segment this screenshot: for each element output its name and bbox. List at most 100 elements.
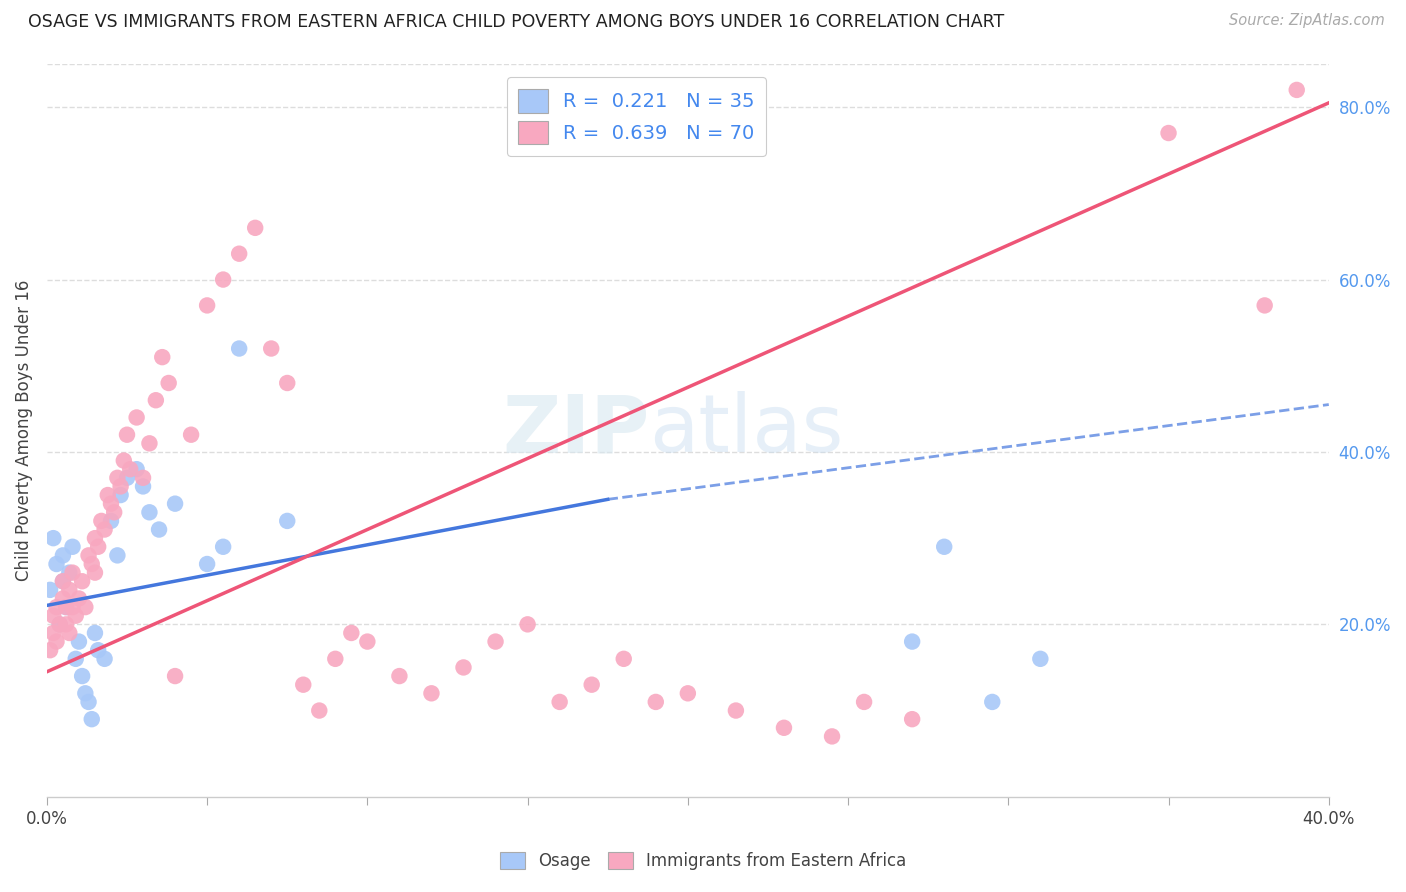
Point	[80, 557, 103, 571]
Y-axis label: Child Poverty Among Boys Under 16: Child Poverty Among Boys Under 16	[15, 280, 32, 581]
Point	[105, 549, 128, 563]
Point	[52, 574, 75, 589]
Point	[1285, 83, 1308, 97]
Point	[150, 350, 173, 364]
Point	[195, 557, 218, 571]
Point	[340, 626, 363, 640]
Point	[724, 704, 747, 718]
Point	[138, 436, 160, 450]
Text: atlas: atlas	[650, 392, 844, 469]
Point	[55, 600, 77, 615]
Point	[276, 514, 298, 528]
Point	[70, 669, 93, 683]
Point	[70, 574, 93, 589]
Text: Source: ZipAtlas.com: Source: ZipAtlas.com	[1229, 13, 1385, 29]
Point	[42, 608, 65, 623]
Point	[981, 695, 1004, 709]
Point	[145, 393, 167, 408]
Text: OSAGE VS IMMIGRANTS FROM EASTERN AFRICA CHILD POVERTY AMONG BOYS UNDER 16 CORREL: OSAGE VS IMMIGRANTS FROM EASTERN AFRICA …	[28, 13, 1004, 31]
Point	[132, 471, 155, 485]
Point	[105, 471, 128, 485]
Point	[93, 523, 115, 537]
Point	[42, 531, 65, 545]
Point	[58, 566, 80, 580]
Point	[484, 634, 506, 648]
Point	[52, 591, 75, 606]
Point	[67, 634, 90, 648]
Point	[157, 376, 180, 390]
Point	[77, 695, 100, 709]
Point	[112, 453, 135, 467]
Point	[103, 505, 125, 519]
Point	[62, 600, 84, 615]
Point	[58, 582, 80, 597]
Point	[65, 652, 87, 666]
Point	[48, 617, 70, 632]
Point	[97, 488, 120, 502]
Point	[773, 721, 796, 735]
Point	[308, 704, 330, 718]
Point	[84, 566, 107, 580]
Point	[388, 669, 411, 683]
Point	[212, 272, 235, 286]
Point	[110, 488, 132, 502]
Point	[125, 462, 148, 476]
Point	[453, 660, 475, 674]
Point	[87, 643, 110, 657]
Point	[100, 514, 122, 528]
Point	[260, 342, 283, 356]
Point	[84, 531, 107, 545]
Point	[548, 695, 571, 709]
Point	[45, 557, 67, 571]
Point	[42, 626, 65, 640]
Point	[613, 652, 636, 666]
Point	[276, 376, 298, 390]
Point	[934, 540, 956, 554]
Point	[901, 712, 924, 726]
Point	[853, 695, 876, 709]
Point	[52, 549, 75, 563]
Point	[75, 686, 97, 700]
Point	[1029, 652, 1052, 666]
Point	[52, 574, 75, 589]
Point	[323, 652, 346, 666]
Point	[62, 566, 84, 580]
Point	[115, 427, 138, 442]
Point	[228, 342, 250, 356]
Point	[39, 643, 62, 657]
Point	[93, 652, 115, 666]
Point	[115, 471, 138, 485]
Point	[644, 695, 666, 709]
Point	[120, 462, 142, 476]
Point	[55, 600, 77, 615]
Point	[84, 626, 107, 640]
Point	[516, 617, 538, 632]
Point	[676, 686, 699, 700]
Point	[1157, 126, 1180, 140]
Point	[48, 617, 70, 632]
Point	[901, 634, 924, 648]
Point	[58, 626, 80, 640]
Point	[39, 582, 62, 597]
Point	[80, 712, 103, 726]
Point	[228, 246, 250, 260]
Point	[138, 505, 160, 519]
Point	[67, 591, 90, 606]
Point	[65, 608, 87, 623]
Point	[132, 479, 155, 493]
Point	[180, 427, 202, 442]
Text: ZIP: ZIP	[502, 392, 650, 469]
Point	[165, 669, 187, 683]
Point	[77, 549, 100, 563]
Point	[62, 540, 84, 554]
Point	[581, 678, 603, 692]
Point	[90, 514, 112, 528]
Point	[55, 617, 77, 632]
Point	[87, 540, 110, 554]
Point	[100, 497, 122, 511]
Point	[75, 600, 97, 615]
Point	[45, 600, 67, 615]
Point	[212, 540, 235, 554]
Point	[420, 686, 443, 700]
Legend: R =  0.221   N = 35, R =  0.639   N = 70: R = 0.221 N = 35, R = 0.639 N = 70	[506, 78, 766, 156]
